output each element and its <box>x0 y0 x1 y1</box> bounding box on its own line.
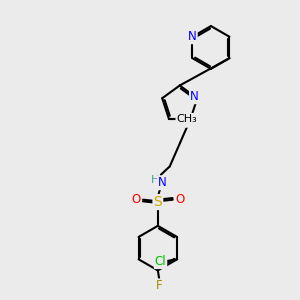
Text: CH₃: CH₃ <box>176 114 197 124</box>
Text: N: N <box>188 30 197 43</box>
Text: S: S <box>154 195 162 209</box>
Text: H: H <box>151 175 159 185</box>
Text: N: N <box>190 90 199 103</box>
Text: O: O <box>131 193 140 206</box>
Text: F: F <box>156 279 163 292</box>
Text: N: N <box>158 176 167 189</box>
Text: O: O <box>175 193 184 206</box>
Text: Cl: Cl <box>155 255 166 268</box>
Text: N: N <box>183 114 192 127</box>
